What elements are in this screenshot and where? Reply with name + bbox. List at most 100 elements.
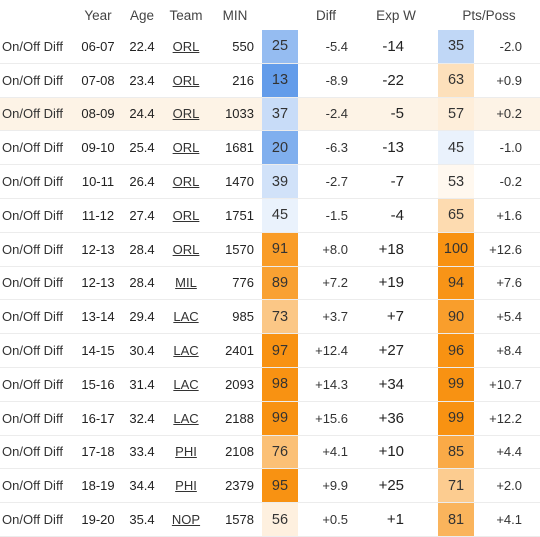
team-link[interactable]: LAC [173,376,199,392]
exp-w-cell: +34 [354,367,439,402]
table-row: On/Off Diff 14-15 30.4 LAC 2401 97 +12.4 +27 96 +… [0,333,540,368]
team-cell: NOP [164,502,208,537]
row-label: On/Off Diff [0,333,76,368]
pts-percentile-cell: 53 [438,164,475,199]
year-cell: 18-19 [76,468,120,504]
pts-value-cell: -1.0 [474,130,540,166]
table-row: On/Off Diff 11-12 27.4 ORL 1751 45 -1.5 -4 65 +1.… [0,198,540,233]
year-cell: 13-14 [76,299,120,335]
table-row: On/Off Diff 12-13 28.4 MIL 776 89 +7.2 +19 94 +7.… [0,266,540,301]
diff-percentile-cell: 91 [262,232,298,267]
pts-value-cell: +8.4 [474,333,540,368]
team-link[interactable]: LAC [173,410,199,426]
pts-percentile-cell: 85 [438,435,475,470]
pts-value-cell: +0.9 [474,63,540,98]
table-row: On/Off Diff 17-18 33.4 PHI 2108 76 +4.1 +10 85 +4… [0,435,540,470]
year-cell: 15-16 [76,367,120,402]
row-label: On/Off Diff [0,164,76,199]
age-cell: 22.4 [120,30,164,64]
pts-percentile-cell: 90 [438,299,475,335]
age-cell: 33.4 [120,435,164,470]
header-team[interactable]: Team [169,7,203,23]
team-link[interactable]: LAC [173,343,199,359]
diff-value-cell: +0.5 [298,502,355,537]
diff-value-cell: +7.2 [298,266,355,301]
row-label: On/Off Diff [0,63,76,98]
diff-value-cell: -2.7 [298,164,355,199]
header-pts-poss[interactable]: Pts/Poss [462,7,516,23]
header-min[interactable]: MIN [222,7,248,23]
exp-w-cell: -14 [354,30,439,64]
min-cell: 1570 [208,232,262,267]
pts-value-cell: +1.6 [474,198,540,233]
team-cell: ORL [164,130,208,166]
pts-value-cell: +10.7 [474,367,540,402]
pts-value-cell: +12.2 [474,401,540,436]
team-link[interactable]: ORL [172,174,200,190]
year-cell: 16-17 [76,401,120,436]
team-link[interactable]: ORL [172,38,200,54]
pts-value-cell: +2.0 [474,468,540,504]
row-label: On/Off Diff [0,130,76,166]
header-row: Year Age Team MIN Diff Exp W Pts/Poss [0,0,540,30]
team-link[interactable]: PHI [175,478,197,494]
diff-value-cell: -5.4 [298,30,355,64]
diff-value-cell: +14.3 [298,367,355,402]
team-link[interactable]: NOP [171,512,201,528]
header-exp-w[interactable]: Exp W [376,7,416,23]
pts-percentile-cell: 65 [438,198,475,233]
team-cell: ORL [164,232,208,267]
row-label: On/Off Diff [0,435,76,470]
exp-w-cell: -5 [354,97,439,132]
diff-percentile-cell: 37 [262,97,298,132]
team-link[interactable]: MIL [175,275,197,291]
diff-value-cell: +9.9 [298,468,355,504]
pts-value-cell: +0.2 [474,97,540,132]
year-cell: 08-09 [76,97,120,132]
team-link[interactable]: ORL [172,140,200,156]
team-link[interactable]: PHI [175,444,197,460]
diff-value-cell: +3.7 [298,299,355,335]
diff-value-cell: +12.4 [298,333,355,368]
pts-percentile-cell: 45 [438,130,475,166]
year-cell: 10-11 [76,164,120,199]
diff-percentile-cell: 97 [262,333,298,368]
min-cell: 550 [208,30,262,64]
diff-value-cell: -8.9 [298,63,355,98]
exp-w-cell: +36 [354,401,439,436]
year-cell: 11-12 [76,198,120,233]
min-cell: 2108 [208,435,262,470]
pts-value-cell: +5.4 [474,299,540,335]
diff-percentile-cell: 99 [262,401,298,436]
team-link[interactable]: ORL [172,106,200,122]
diff-percentile-cell: 95 [262,468,298,504]
table-row: On/Off Diff 19-20 35.4 NOP 1578 56 +0.5 +1 81 +4.… [0,502,540,537]
min-cell: 1470 [208,164,262,199]
team-link[interactable]: ORL [172,207,200,223]
pts-value-cell: +12.6 [474,232,540,267]
table-row: On/Off Diff 18-19 34.4 PHI 2379 95 +9.9 +25 71 +2… [0,468,540,504]
diff-percentile-cell: 98 [262,367,298,402]
header-year[interactable]: Year [84,7,112,23]
pts-percentile-cell: 99 [438,367,475,402]
age-cell: 29.4 [120,299,164,335]
pts-percentile-cell: 57 [438,97,475,132]
team-link[interactable]: ORL [172,72,200,88]
diff-value-cell: +15.6 [298,401,355,436]
header-age[interactable]: Age [129,7,155,23]
age-cell: 27.4 [120,198,164,233]
team-cell: LAC [164,401,208,436]
age-cell: 34.4 [120,468,164,504]
team-cell: LAC [164,367,208,402]
team-link[interactable]: ORL [172,241,200,257]
pts-percentile-cell: 100 [438,232,475,267]
diff-percentile-cell: 89 [262,266,298,301]
pts-percentile-cell: 94 [438,266,475,301]
min-cell: 2401 [208,333,262,368]
age-cell: 35.4 [120,502,164,537]
diff-value-cell: -2.4 [298,97,355,132]
year-cell: 17-18 [76,435,120,470]
header-diff[interactable]: Diff [316,7,337,23]
team-link[interactable]: LAC [173,309,199,325]
